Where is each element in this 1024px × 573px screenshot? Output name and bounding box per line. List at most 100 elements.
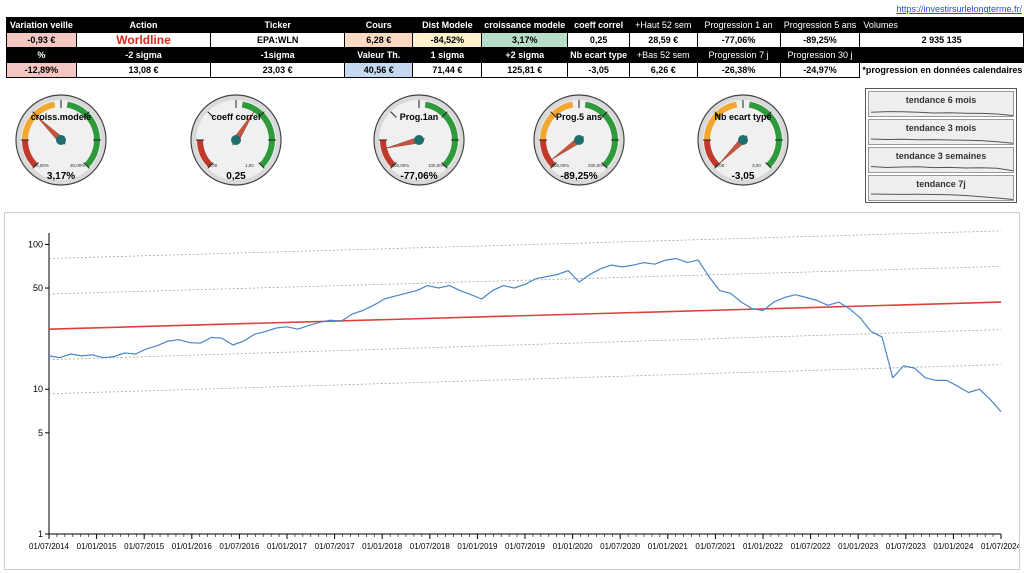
gauge-min-label: -10,00% <box>32 163 49 168</box>
gauge-red-zone <box>540 139 556 168</box>
trend-sparkline <box>870 138 1014 144</box>
value-cell: -89,25% <box>779 32 861 48</box>
gauge-label: coeff correl <box>211 112 261 122</box>
y-tick-label: 1 <box>38 529 43 539</box>
stock-name: Worldline <box>75 32 212 48</box>
price-chart-panel: 1 5 10 50 100 01/07/2014 01/01/2015 01/07/2015 0… <box>4 212 1022 570</box>
trend-3-mois: tendance 3 mois <box>868 119 1014 145</box>
gauge-tick <box>601 162 608 169</box>
plus-1-sigma-line <box>48 266 1002 295</box>
gauge-label: croiss.modele <box>30 112 92 122</box>
value-cell: 125,81 € <box>481 62 569 78</box>
x-tick-label: 01/01/2024 <box>933 542 974 551</box>
gauge-tick <box>441 111 448 118</box>
gauge-tick <box>258 111 265 118</box>
x-tick-label: 01/07/2015 <box>124 542 165 551</box>
header-cell: croissance modele <box>481 17 569 33</box>
trend-panel: tendance 6 mois tendance 3 mois tendance… <box>865 88 1017 203</box>
minus-2-sigma-line <box>48 364 1002 395</box>
value-cell: 40,56 € <box>344 62 414 78</box>
gauge-tick <box>714 111 721 118</box>
gauge-coeff-correl: coeff correl -1,00 1,00 0,25 <box>187 93 285 187</box>
x-tick-label: 01/07/2014 <box>29 542 70 551</box>
gauge-tick <box>390 111 397 118</box>
empty-cell <box>859 47 1024 63</box>
gauge-red-zone <box>704 139 720 168</box>
value-cell: 6,26 € <box>629 62 698 78</box>
trend-label: tendance 7j <box>916 179 966 189</box>
header-cell: Progression 5 ans <box>779 17 861 33</box>
trend-line <box>870 166 1014 172</box>
header-cell: Progression 7 j <box>696 47 781 63</box>
x-tick-label: 01/01/2017 <box>267 542 308 551</box>
header-cell: Progression 30 j <box>779 47 861 63</box>
header-cell: coeff correl <box>567 17 631 33</box>
gauge-value: 0,25 <box>226 171 246 182</box>
gauge-tick <box>32 111 39 118</box>
y-tick-label: 5 <box>38 428 43 438</box>
x-tick-label: 01/07/2017 <box>315 542 356 551</box>
gauge-tick <box>765 162 772 169</box>
gauge-orange-zone <box>540 101 574 141</box>
gauge-label: Prog.5 ans <box>555 112 602 122</box>
x-tick-label: 01/01/2021 <box>648 542 689 551</box>
table-value-row-1: -0,93 € Worldline EPA:WLN 6,28 € -84,52%… <box>6 32 1024 48</box>
gauge-tick <box>207 162 214 169</box>
header-cell: -2 sigma <box>75 47 212 63</box>
price-line <box>48 257 1002 413</box>
header-cell: Ticker <box>210 17 346 33</box>
x-tick-label: 01/01/2019 <box>457 542 498 551</box>
value-cell: -0,93 € <box>6 32 77 48</box>
gauge-green-zone <box>424 101 458 168</box>
trend-line <box>870 138 1014 144</box>
gauge-label: Nb ecart type <box>714 112 772 122</box>
gauge-max-label: 100,00% <box>428 163 446 168</box>
header-cell: Volumes <box>859 17 1024 33</box>
gauge-min-label: -100,00% <box>550 163 570 168</box>
gauge-label: Prog.1an <box>399 112 439 122</box>
trend-sparkline <box>870 166 1014 172</box>
header-cell: +Haut 52 sem <box>629 17 698 33</box>
gauge-tick <box>83 111 90 118</box>
x-tick-label: 01/07/2021 <box>695 542 736 551</box>
gauge-max-label: 1,00 <box>245 163 254 168</box>
gauge-tick <box>258 162 265 169</box>
price-chart: 1 5 10 50 100 01/07/2014 01/01/2015 01/07/2015 0… <box>28 230 1022 551</box>
header-cell: -1sigma <box>210 47 346 63</box>
gauge-green-zone <box>66 101 100 168</box>
gauge-dial <box>697 94 789 186</box>
gauge-hub <box>231 135 241 145</box>
gauge-orange-zone <box>22 101 56 141</box>
gauge-min-label: -100,00% <box>390 163 410 168</box>
site-link[interactable]: https://investirsurlelongterme.fr/ <box>896 4 1022 14</box>
x-tick-label: 01/01/2020 <box>553 542 594 551</box>
header-cell: Action <box>75 17 212 33</box>
x-tick-label: 01/01/2015 <box>77 542 118 551</box>
gauge-green-zone <box>584 101 618 168</box>
y-tick-label: 10 <box>33 384 43 394</box>
gauge-prog-5ans: Prog.5 ans -100,00% 200,00% -89,25% <box>530 93 628 187</box>
gauge-green-zone <box>241 101 275 168</box>
gauge-value: -77,06% <box>400 171 438 182</box>
trend-line <box>870 111 1014 116</box>
header-cell: Nb ecart type <box>567 47 631 63</box>
gauge-tick <box>32 162 39 169</box>
table-value-row-2: -12,89% 13,08 € 23,03 € 40,56 € 71,44 € … <box>6 62 1024 78</box>
gauge-tick <box>83 162 90 169</box>
table-header-row-1: Variation veille Action Ticker Cours Dis… <box>6 17 1024 33</box>
gauge-hub <box>56 135 66 145</box>
model-line <box>48 301 1002 330</box>
x-tick-label: 01/01/2022 <box>743 542 784 551</box>
value-cell: 0,25 <box>567 32 631 48</box>
header-cell: Progression 1 an <box>696 17 781 33</box>
x-tick-label: 01/07/2022 <box>791 542 832 551</box>
gauge-max-label: 30,00% <box>70 163 86 168</box>
gauge-max-label: 200,00% <box>588 163 606 168</box>
x-tick-label: 01/01/2023 <box>838 542 879 551</box>
value-cell: -26,38% <box>696 62 781 78</box>
trend-sparkline <box>870 111 1014 116</box>
value-cell: -12,89% <box>6 62 77 78</box>
note-text: *progression en données calendaires <box>859 62 1024 78</box>
x-tick-label: 01/01/2018 <box>362 542 403 551</box>
trend-label: tendance 3 semaines <box>895 151 987 161</box>
